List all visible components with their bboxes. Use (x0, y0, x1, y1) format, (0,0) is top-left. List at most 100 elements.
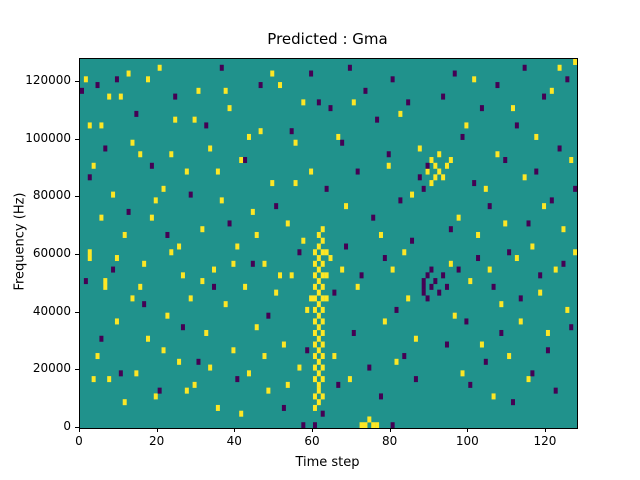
heatmap-cell (312, 249, 317, 256)
heatmap-cell (464, 318, 469, 325)
heatmap-cell (316, 335, 321, 342)
heatmap-cell (522, 174, 527, 181)
heatmap-cell (312, 318, 317, 325)
heatmap-cell (483, 358, 488, 365)
heatmap-cell (367, 416, 372, 423)
y-tick-mark (75, 427, 79, 428)
plot-area (79, 58, 578, 429)
heatmap-cell (433, 162, 438, 169)
y-tick-label: 80000 (32, 188, 71, 203)
heatmap-cell (472, 76, 477, 83)
heatmap-cell (316, 255, 321, 262)
heatmap-cell (347, 64, 352, 71)
heatmap-cell (243, 157, 248, 164)
heatmap-cell (316, 266, 321, 273)
heatmap-cell (149, 162, 154, 169)
heatmap-cell (378, 393, 383, 400)
heatmap-cell (320, 318, 325, 325)
heatmap-cell (406, 99, 411, 106)
heatmap-cell (219, 64, 224, 71)
heatmap-cell (425, 168, 430, 175)
heatmap-cell (456, 266, 461, 273)
heatmap-cell (312, 353, 317, 360)
heatmap-cell (114, 255, 119, 262)
heatmap-cell (153, 197, 158, 204)
chart-title: Predicted : Gma (267, 30, 388, 48)
heatmap-cell (320, 272, 325, 279)
y-tick-mark (75, 138, 79, 140)
heatmap-cell (99, 214, 104, 221)
x-tick-mark (467, 428, 469, 432)
heatmap-cell (398, 110, 403, 117)
heatmap-cell (355, 283, 360, 290)
heatmap-cell (553, 387, 558, 394)
heatmap-cell (425, 162, 430, 169)
x-tick-label: 40 (226, 434, 242, 448)
heatmap-cell (215, 168, 220, 175)
heatmap-cell (246, 370, 251, 377)
heatmap-cell (320, 306, 325, 313)
y-tick-label: 0 (63, 419, 71, 433)
heatmap-cell (448, 157, 453, 164)
heatmap-cell (351, 99, 356, 106)
heatmap-cell (410, 191, 415, 198)
heatmap-cell (312, 364, 317, 371)
heatmap-cell (312, 306, 317, 313)
heatmap-cell (320, 237, 325, 244)
heatmap-cell (402, 249, 407, 256)
heatmap-cell (433, 174, 438, 181)
y-tick-mark (75, 81, 79, 83)
heatmap-cell (359, 272, 364, 279)
heatmap-cell (305, 347, 310, 354)
heatmap-cell (239, 410, 244, 417)
heatmap-cell (448, 226, 453, 233)
heatmap-cell (173, 116, 178, 123)
heatmap-cell (444, 162, 449, 169)
heatmap-cell (266, 312, 271, 319)
heatmap-cell (437, 168, 442, 175)
heatmap-cell (503, 220, 508, 227)
heatmap-cell (510, 105, 515, 112)
heatmap-cell (312, 283, 317, 290)
heatmap-cell (421, 289, 426, 296)
heatmap-cell (390, 76, 395, 83)
heatmap-cell (316, 370, 321, 377)
heatmap-cell (196, 358, 201, 365)
x-tick-mark (311, 428, 313, 432)
x-tick-label: 60 (304, 434, 320, 448)
heatmap-cell (557, 145, 562, 152)
heatmap-cell (476, 231, 481, 238)
heatmap-cell (278, 82, 283, 89)
heatmap-cell (324, 249, 329, 256)
heatmap-cell (126, 70, 131, 77)
heatmap-cell (487, 266, 492, 273)
heatmap-cell (227, 105, 232, 112)
heatmap-cell (114, 76, 119, 83)
heatmap-cell (126, 208, 131, 215)
heatmap-cell (111, 266, 116, 273)
heatmap-cell (134, 110, 139, 117)
heatmap-cell (169, 249, 174, 256)
heatmap-cell (344, 203, 349, 210)
heatmap-cell (173, 93, 178, 100)
heatmap-cell (309, 168, 314, 175)
heatmap-cell (336, 381, 341, 388)
heatmap-cell (134, 370, 139, 377)
heatmap-cell (212, 266, 217, 273)
heatmap-cell (320, 249, 325, 256)
heatmap-cell (573, 185, 577, 192)
heatmap-cell (316, 231, 321, 238)
heatmap-cell (316, 312, 321, 319)
heatmap-cell (417, 145, 422, 152)
heatmap-cell (149, 214, 154, 221)
heatmap-cell (417, 174, 422, 181)
heatmap-cell (285, 381, 290, 388)
x-tick-mark (79, 428, 80, 432)
heatmap-cell (421, 278, 426, 285)
heatmap-cell (363, 422, 368, 428)
heatmap-cell (569, 157, 574, 164)
heatmap-cell (534, 168, 539, 175)
heatmap-cell (460, 133, 465, 140)
y-tick-mark (75, 196, 79, 198)
heatmap-cell (425, 272, 430, 279)
